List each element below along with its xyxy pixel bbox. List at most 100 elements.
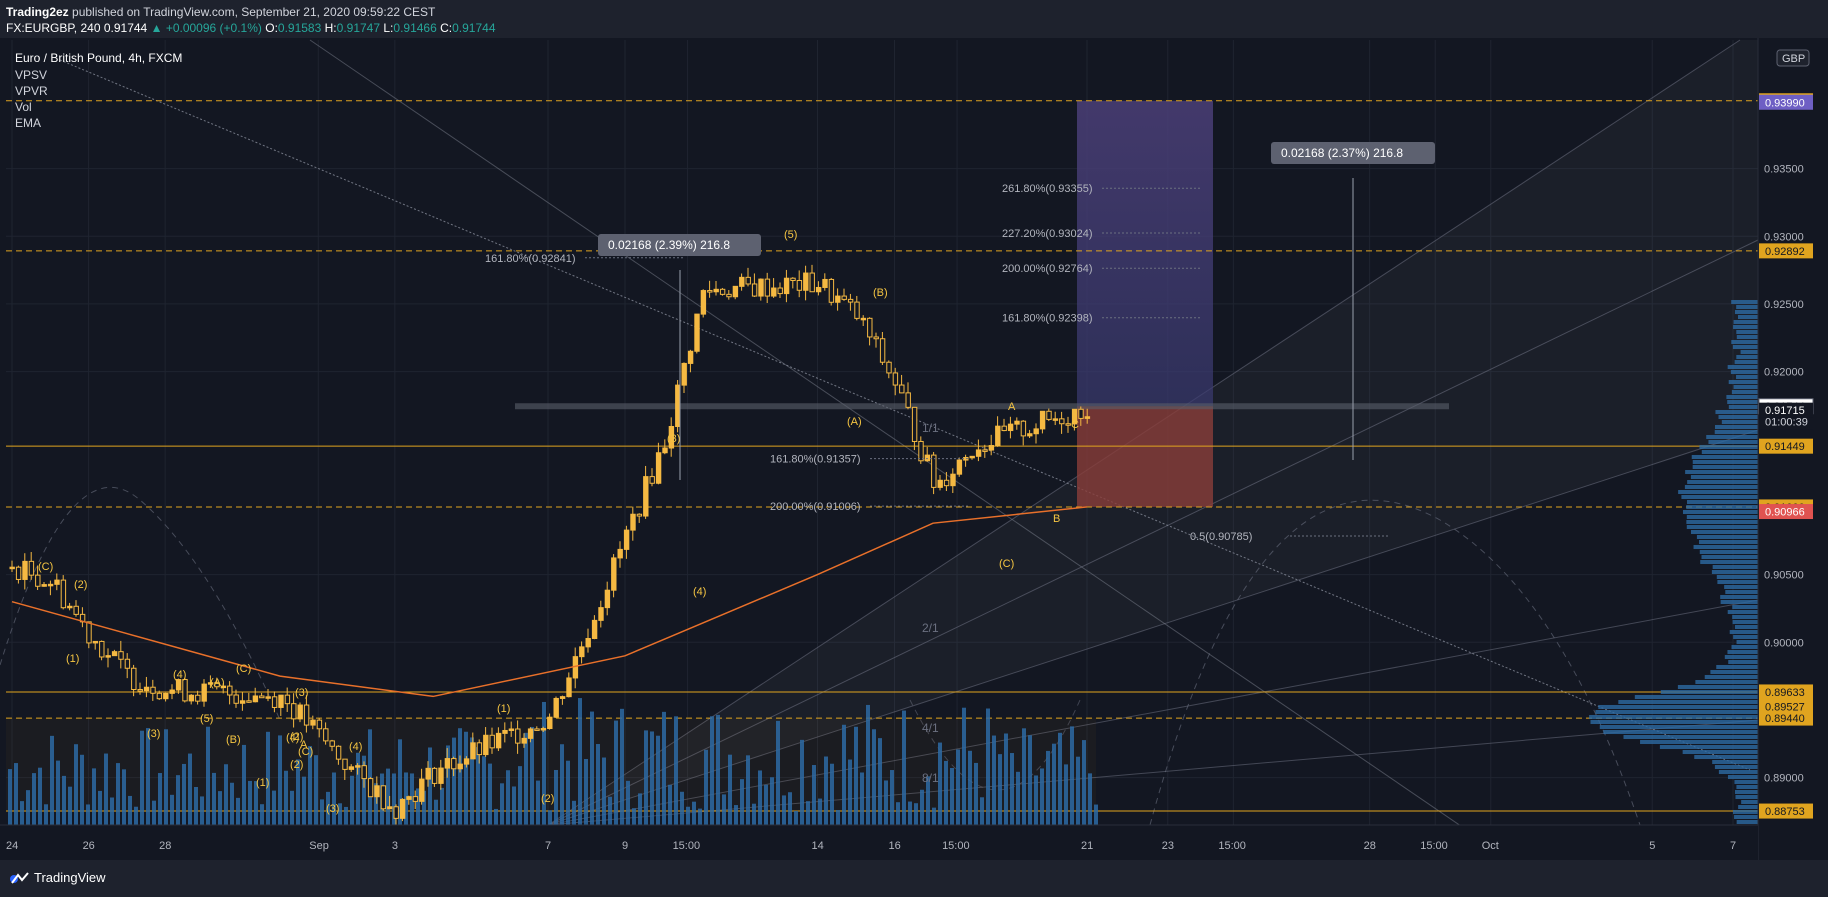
volume-bar (650, 731, 654, 825)
wave-label: (1) (256, 777, 269, 789)
volume-bar (938, 742, 942, 825)
volume-bar (188, 753, 192, 825)
volume-bar (428, 747, 432, 825)
time-tick: 14 (812, 840, 824, 852)
candle-body (867, 317, 873, 338)
candle-body (367, 778, 374, 798)
volume-bar (830, 763, 834, 825)
time-tick: 5 (1649, 840, 1655, 852)
volume-bar (794, 810, 798, 825)
volume-profile-bar (1712, 760, 1758, 764)
volume-profile-bar (1731, 390, 1758, 394)
wave-label: (A) (210, 677, 225, 689)
publisher-name[interactable]: Trading2ez (6, 5, 69, 19)
candle-body (739, 276, 745, 287)
volume-bar (812, 765, 816, 825)
candle-body (41, 584, 47, 587)
price-tick: 0.90500 (1764, 570, 1804, 582)
volume-profile-bar (1599, 725, 1758, 729)
candle-body (265, 696, 271, 699)
wave-label: (3) (295, 687, 308, 699)
position-zones (515, 100, 1449, 507)
volume-bar (914, 803, 918, 825)
wave-label: (5) (200, 713, 213, 725)
candle-body (259, 695, 265, 699)
legend-item-vpvr[interactable]: VPVR (15, 84, 48, 98)
time-tick: 15:00 (673, 840, 701, 852)
volume-bar (716, 714, 720, 825)
wave-label: (C) (38, 561, 53, 573)
ohlc-high-label: H: (324, 21, 337, 35)
volume-bar (788, 792, 792, 825)
chart-footer: TradingView (0, 860, 1828, 897)
volume-profile-bar (1711, 570, 1758, 574)
footer-brand[interactable]: TradingView (34, 870, 106, 885)
candle-body (905, 392, 911, 408)
time-tick: Oct (1482, 840, 1499, 852)
volume-bar (944, 760, 948, 825)
volume-bar (758, 770, 762, 825)
fib-label: 200.00%(0.92764) (1002, 263, 1093, 275)
stop-zone (1077, 406, 1213, 507)
candle-body (329, 740, 335, 747)
volume-bar (1082, 740, 1086, 825)
volume-bar (116, 763, 120, 825)
volume-profile-bar (1731, 645, 1758, 649)
wave-label: (B) (873, 287, 888, 299)
chart-header: Trading2ez published on TradingView.com,… (0, 0, 1828, 38)
candle-body (931, 454, 937, 488)
time-axis-bg (0, 825, 1758, 860)
symbol-label: FX:EURGBP, 240 (6, 21, 101, 35)
last-price: 0.91744 (103, 21, 148, 35)
volume-bar (446, 745, 450, 825)
volume-bar (326, 791, 330, 825)
volume-profile-bar (1715, 410, 1758, 414)
legend-title[interactable]: Euro / British Pound, 4h, FXCM (15, 51, 183, 65)
candle-body (604, 589, 611, 609)
volume-bar (122, 769, 126, 825)
candle-body (73, 605, 79, 615)
fib-label: 161.80%(0.91357) (770, 454, 861, 466)
volume-bar (890, 770, 894, 825)
candle-body (847, 298, 854, 303)
candle-body (67, 605, 73, 609)
volume-profile-bar (1741, 800, 1758, 804)
volume-bar (620, 708, 624, 825)
candle-body (278, 694, 284, 708)
candle-body (662, 447, 668, 454)
volume-bar (986, 708, 990, 825)
volume-bar (8, 769, 12, 825)
volume-profile-bar (1717, 580, 1758, 584)
candle-body (163, 692, 169, 700)
wave-label: A (300, 739, 308, 751)
chart-grid (6, 40, 1758, 825)
candle-body (1033, 428, 1039, 435)
candle-body (220, 685, 227, 689)
gann-label: 2/1 (922, 621, 939, 635)
tradingview-logo-icon[interactable] (8, 870, 30, 886)
candle-body (374, 785, 380, 798)
candle-body (118, 651, 124, 660)
candle-body (585, 638, 591, 648)
price-label: 01:00:39 (1765, 417, 1808, 429)
range-shade (6, 718, 1096, 812)
candle-body (483, 734, 489, 756)
volume-bar (536, 780, 540, 825)
candle-body (419, 778, 425, 802)
candle-body (169, 689, 175, 694)
wave-label: (B) (226, 734, 241, 746)
volume-profile-bar (1736, 355, 1758, 359)
volume-bar (908, 801, 912, 825)
legend-item-vol[interactable]: Vol (15, 100, 32, 114)
volume-bar (452, 737, 456, 825)
candle-body (92, 640, 99, 644)
legend-item-vpsv[interactable]: VPSV (15, 68, 48, 82)
candle-body (700, 290, 707, 315)
volume-bar (842, 724, 846, 825)
price-label: 0.90966 (1765, 507, 1805, 519)
volume-profile-bar (1681, 495, 1758, 499)
volume-bar (782, 795, 786, 825)
legend-item-ema[interactable]: EMA (15, 116, 42, 130)
candle-body (1046, 410, 1052, 420)
